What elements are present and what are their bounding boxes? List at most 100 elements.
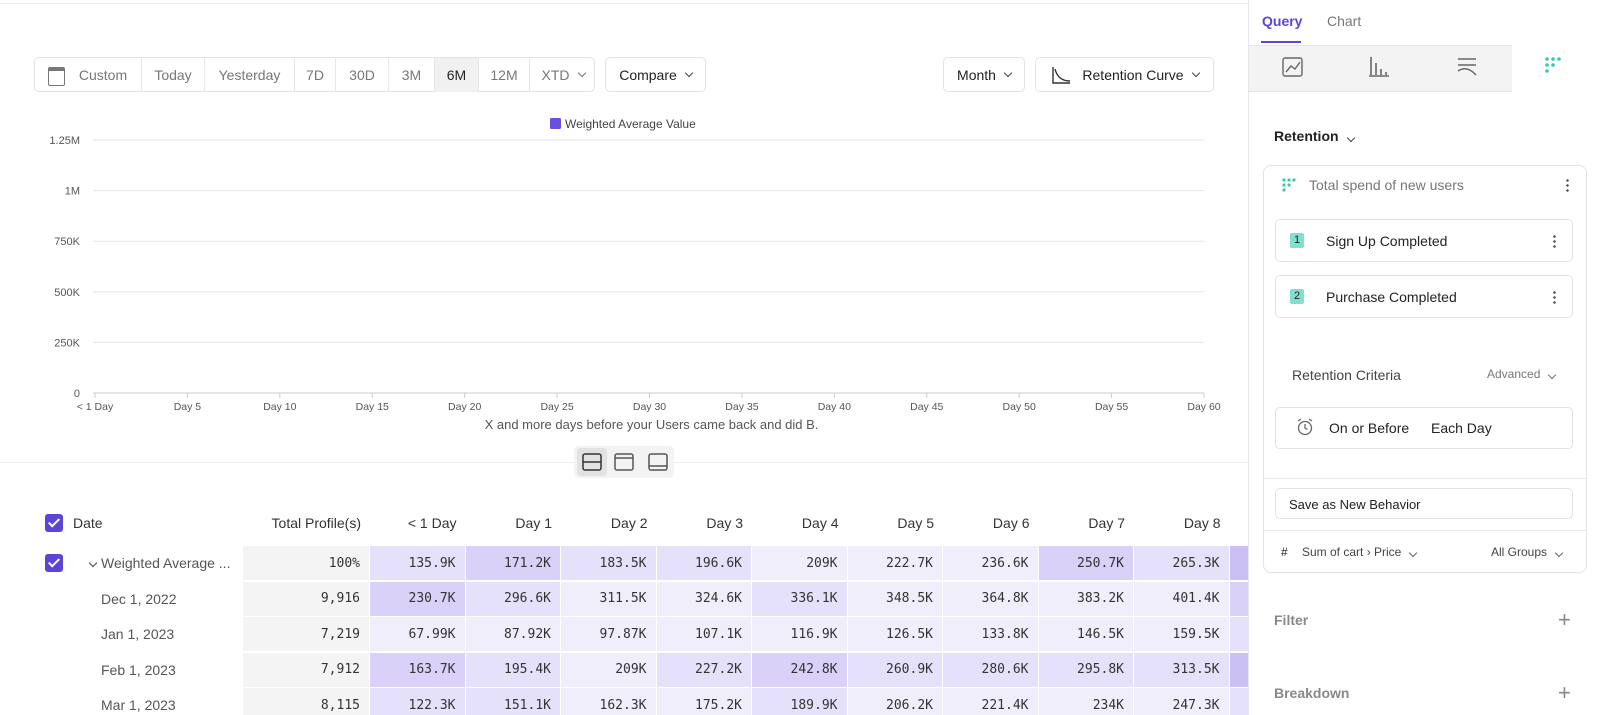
- report-label: Retention: [1274, 128, 1339, 144]
- step-number: 1: [1290, 233, 1304, 248]
- separator: [1263, 478, 1587, 479]
- value-cell: 311.5K: [561, 581, 657, 617]
- row-label: Jan 1, 2023: [101, 626, 175, 642]
- column-header: Day 5: [897, 515, 934, 531]
- x-tick-label: Day 20: [448, 401, 481, 413]
- value-cell: 189.9K: [752, 688, 848, 715]
- chart-type-button[interactable]: Retention Curve: [1035, 57, 1214, 92]
- x-axis-label: X and more days before your Users came b…: [485, 417, 819, 432]
- measure-label: Sum of cart › Price: [1302, 545, 1402, 559]
- criteria-title: Retention Criteria: [1292, 367, 1401, 383]
- value-cell: 209K: [752, 546, 848, 581]
- sidebar: Query Chart Retention Total spend of new…: [1249, 0, 1600, 715]
- groups-selector[interactable]: All Groups: [1491, 545, 1564, 559]
- header-checkbox[interactable]: [45, 514, 63, 532]
- overflow-cell: [1229, 688, 1248, 715]
- range-button[interactable]: XTD: [530, 58, 596, 92]
- range-button[interactable]: Custom: [35, 58, 142, 92]
- x-tick-label: Day 30: [633, 401, 666, 413]
- curve-icon: [1052, 66, 1071, 84]
- top-border: [0, 3, 1248, 4]
- value-cell: 313.5K: [1134, 652, 1230, 688]
- tab[interactable]: Query: [1262, 13, 1303, 29]
- calendar-icon: [48, 67, 65, 86]
- column-header: Day 8: [1183, 515, 1221, 531]
- save-button[interactable]: Save as New Behavior: [1275, 488, 1573, 519]
- value-cell: 242.8K: [752, 652, 848, 688]
- range-label: 12M: [490, 67, 518, 83]
- criteria-mode[interactable]: Advanced: [1487, 367, 1557, 381]
- layout-icons: [577, 448, 668, 476]
- range-button[interactable]: 7D: [295, 58, 336, 92]
- value-cell: 295.8K: [1038, 652, 1134, 688]
- range-label: XTD: [541, 67, 570, 83]
- criteria-unit: Each Day: [1431, 420, 1492, 436]
- step-card[interactable]: [1275, 275, 1573, 318]
- compare-button[interactable]: Compare: [605, 57, 706, 92]
- x-tick-label: < 1 Day: [77, 401, 114, 413]
- report-selector[interactable]: Retention: [1274, 128, 1355, 144]
- add-breakdown[interactable]: +: [1558, 680, 1571, 705]
- separator: [1263, 530, 1587, 531]
- column-header: < 1 Day: [407, 515, 457, 531]
- expand-chevron[interactable]: [88, 558, 98, 568]
- add-filter[interactable]: +: [1558, 607, 1571, 632]
- chevron: [1548, 370, 1557, 380]
- x-tick-label: Day 40: [818, 401, 851, 413]
- x-tick-label: Day 15: [356, 401, 389, 413]
- value-cell: 265.3K: [1134, 546, 1230, 581]
- interval-button[interactable]: Month: [943, 57, 1025, 92]
- date-range-group: Custom Today Yesterday 7D 30D 3M 6M 12M XTD: [34, 57, 595, 92]
- value-cell: 87.92K: [465, 617, 561, 652]
- value-cell: 221.4K: [943, 688, 1039, 715]
- menu[interactable]: [1566, 178, 1569, 192]
- x-tick-label: Day 10: [263, 401, 296, 413]
- range-button[interactable]: 3M: [389, 58, 435, 92]
- range-button[interactable]: Yesterday: [205, 58, 295, 92]
- value-cell: 209K: [561, 652, 657, 688]
- range-label: 7D: [306, 67, 324, 83]
- range-label: Custom: [78, 67, 128, 83]
- x-tick-label: Day 35: [725, 401, 758, 413]
- range-label: 30D: [349, 67, 375, 83]
- range-button[interactable]: 30D: [336, 58, 389, 92]
- value-cell: 171.2K: [465, 546, 561, 581]
- row-checkbox[interactable]: [45, 554, 63, 572]
- value-cell: 195.4K: [465, 652, 561, 688]
- range-button[interactable]: Today: [142, 58, 205, 92]
- range-button[interactable]: 12M: [479, 58, 530, 92]
- menu[interactable]: [1553, 290, 1556, 304]
- table: Date Total Profile(s) < 1 Day Day 1 Day 2 Day…: [0, 0, 1248, 715]
- value-cell: 250.7K: [1038, 546, 1134, 581]
- viz-bar: [1249, 45, 1512, 92]
- menu[interactable]: [1553, 234, 1556, 248]
- step-card[interactable]: [1275, 219, 1573, 262]
- filter-header[interactable]: Filter: [1274, 612, 1309, 628]
- measure-selector[interactable]: Sum of cart › Price: [1302, 545, 1418, 559]
- range-label: 6M: [446, 67, 467, 83]
- row-label: Feb 1, 2023: [101, 661, 176, 678]
- value-cell: 175.2K: [656, 688, 752, 715]
- overflow-cell: [1229, 617, 1248, 652]
- overflow-cell: [1229, 546, 1248, 581]
- value-cell: 135.9K: [370, 546, 466, 581]
- alarm-icon: [1297, 418, 1313, 436]
- legend-swatch: [550, 118, 561, 129]
- range-button[interactable]: 6M: [435, 58, 479, 92]
- x-tick-label: Day 55: [1095, 401, 1128, 413]
- layout-switcher: [574, 446, 674, 478]
- value-cell: 364.8K: [943, 581, 1039, 617]
- value-cell: 280.6K: [943, 652, 1039, 688]
- y-tick-label: 250K: [54, 337, 80, 349]
- value-cell: 247.3K: [1134, 688, 1230, 715]
- breakdown-header[interactable]: Breakdown: [1274, 685, 1350, 701]
- value-cell: 107.1K: [656, 617, 752, 652]
- value-cell: 324.6K: [656, 581, 752, 617]
- tab[interactable]: Chart: [1327, 13, 1362, 29]
- measure-icon: #: [1281, 545, 1288, 559]
- range-label: Yesterday: [218, 67, 281, 83]
- criteria-box[interactable]: [1275, 407, 1573, 449]
- row-label: Weighted Average ...: [101, 555, 231, 571]
- value-cell: 227.2K: [656, 652, 752, 688]
